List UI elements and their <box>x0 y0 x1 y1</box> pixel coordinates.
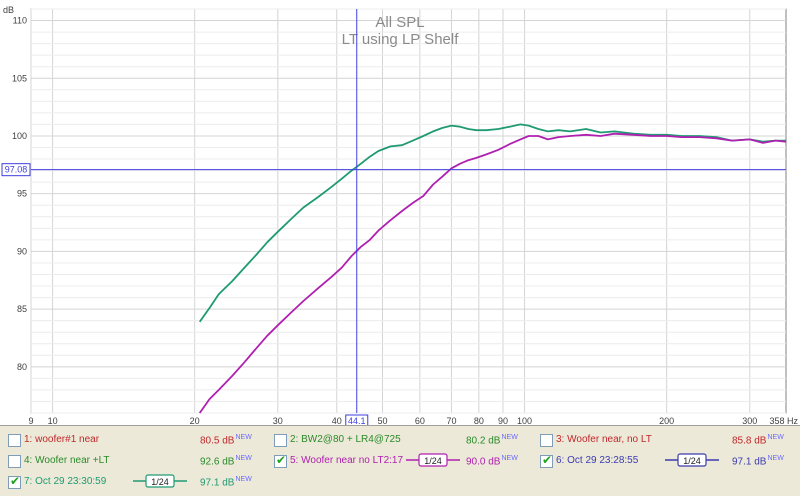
x-tick-label: 80 <box>474 416 484 425</box>
chart-subtitle: LT using LP Shelf <box>342 31 460 48</box>
cursor-x-box <box>345 414 369 425</box>
plot-background <box>30 8 787 414</box>
legend-label: 3: Woofer near, no LT <box>556 434 652 445</box>
smoothing-label: 1/24 <box>424 456 442 466</box>
x-tick-label: 300 <box>742 416 757 425</box>
legend-checkbox[interactable] <box>8 455 21 468</box>
x-tick-label: 9 <box>28 416 33 425</box>
legend-item[interactable]: ✔ 5: Woofer near no LT2:17 1/24 90.0 dBNEW <box>266 452 532 472</box>
y-tick-label: 95 <box>17 189 27 199</box>
legend-item[interactable]: 4: Woofer near +LT 92.6 dBNEW <box>0 452 266 472</box>
chart-title: All SPL <box>375 14 424 31</box>
legend-label: 1: woofer#1 near <box>24 434 100 445</box>
cursor[interactable]: 97.08 44.1 <box>1 9 786 425</box>
series-line-2 <box>198 132 787 414</box>
legend-level-value: 85.8 dB <box>732 435 767 447</box>
y-unit-label: dB <box>3 5 14 15</box>
legend-level-value: 90.0 dB <box>466 456 501 468</box>
y-tick-label: 85 <box>17 304 27 314</box>
legend-label: 2: BW2@80 + LR4@725 <box>290 434 401 445</box>
legend-panel: 1: woofer#1 near 80.5 dBNEW 2: BW2@80 + LR… <box>0 425 800 496</box>
new-badge: NEW <box>501 455 518 462</box>
series-lines <box>198 123 787 414</box>
smoothing-box <box>418 453 448 467</box>
legend-level: 92.6 dBNEW <box>200 455 252 467</box>
spl-chart[interactable]: 9 10 20 30 40 50 60 70 80 90 100 200 300 358 Hz 80 85 90… <box>0 0 800 425</box>
legend-checkbox[interactable] <box>274 434 287 447</box>
checkmark-icon: ✔ <box>276 453 287 467</box>
legend-level: 97.1 dBNEW <box>732 455 784 467</box>
checkmark-icon: ✔ <box>542 453 553 467</box>
legend-level-value: 97.1 dB <box>200 477 235 489</box>
legend-level-value: 80.2 dB <box>466 435 501 447</box>
legend-checkbox[interactable]: ✔ <box>274 453 287 468</box>
x-tick-label: 60 <box>415 416 425 425</box>
legend-label: 4: Woofer near +LT <box>24 455 110 466</box>
series-line-1 <box>198 123 786 323</box>
x-tick-label: 50 <box>377 416 387 425</box>
legend-level: 90.0 dBNEW <box>466 455 518 467</box>
x-tick-label: 90 <box>498 416 508 425</box>
legend-level: 80.2 dBNEW <box>466 434 518 446</box>
legend-item[interactable]: ✔ 6: Oct 29 23:28:55 1/24 97.1 dBNEW <box>532 452 798 472</box>
smoothing-badge: 1/24 <box>664 453 719 467</box>
new-badge: NEW <box>767 455 784 462</box>
legend-label: 7: Oct 29 23:30:59 <box>24 476 107 487</box>
cursor-x-label: 44.1 <box>348 416 366 425</box>
x-tick-label: 200 <box>659 416 674 425</box>
y-tick-label: 80 <box>17 362 27 372</box>
axis-ticks: 9 10 20 30 40 50 60 70 80 90 100 200 300 358 Hz 80 85 90… <box>12 16 799 425</box>
x-end-label: 358 Hz <box>769 416 798 425</box>
smoothing-badge: 1/24 <box>132 474 187 488</box>
legend-checkbox[interactable]: ✔ <box>540 453 553 468</box>
legend-item[interactable]: 2: BW2@80 + LR4@725 80.2 dBNEW <box>266 431 532 451</box>
legend-label: 5: Woofer near no LT2:17 <box>290 455 404 466</box>
x-tick-label: 30 <box>273 416 283 425</box>
checkmark-icon: ✔ <box>10 474 21 488</box>
x-tick-label: 100 <box>517 416 532 425</box>
legend-item[interactable]: 1: woofer#1 near 80.5 dBNEW <box>0 431 266 451</box>
legend-level: 97.1 dBNEW <box>200 476 252 488</box>
y-tick-label: 105 <box>12 73 27 83</box>
legend-item[interactable]: 3: Woofer near, no LT 85.8 dBNEW <box>532 431 798 451</box>
new-badge: NEW <box>235 434 252 441</box>
legend-checkbox[interactable] <box>540 434 553 447</box>
legend-item[interactable]: ✔ 7: Oct 29 23:30:59 1/24 97.1 dBNEW <box>0 473 266 493</box>
y-tick-label: 100 <box>12 131 27 141</box>
x-tick-label: 20 <box>190 416 200 425</box>
new-badge: NEW <box>501 434 518 441</box>
cursor-y-label: 97.08 <box>5 165 28 175</box>
legend-level: 80.5 dBNEW <box>200 434 252 446</box>
smoothing-badge: 1/24 <box>406 453 460 467</box>
x-tick-label: 40 <box>332 416 342 425</box>
y-tick-label: 90 <box>17 246 27 256</box>
new-badge: NEW <box>235 455 252 462</box>
smoothing-box <box>145 474 175 488</box>
cursor-y-box <box>1 163 31 177</box>
legend-level-value: 97.1 dB <box>732 456 767 468</box>
smoothing-label: 1/24 <box>683 456 701 466</box>
new-badge: NEW <box>767 434 784 441</box>
legend-level-value: 92.6 dB <box>200 456 235 468</box>
legend-checkbox[interactable] <box>8 434 21 447</box>
legend-checkbox[interactable]: ✔ <box>8 474 21 489</box>
smoothing-label: 1/24 <box>151 477 169 487</box>
legend-level: 85.8 dBNEW <box>732 434 784 446</box>
smoothing-box <box>677 453 707 467</box>
legend-label: 6: Oct 29 23:28:55 <box>556 455 639 466</box>
y-tick-label: 110 <box>13 16 27 26</box>
x-tick-label: 10 <box>48 416 58 425</box>
x-tick-label: 70 <box>446 416 456 425</box>
new-badge: NEW <box>235 476 252 483</box>
legend-level-value: 80.5 dB <box>200 435 235 447</box>
